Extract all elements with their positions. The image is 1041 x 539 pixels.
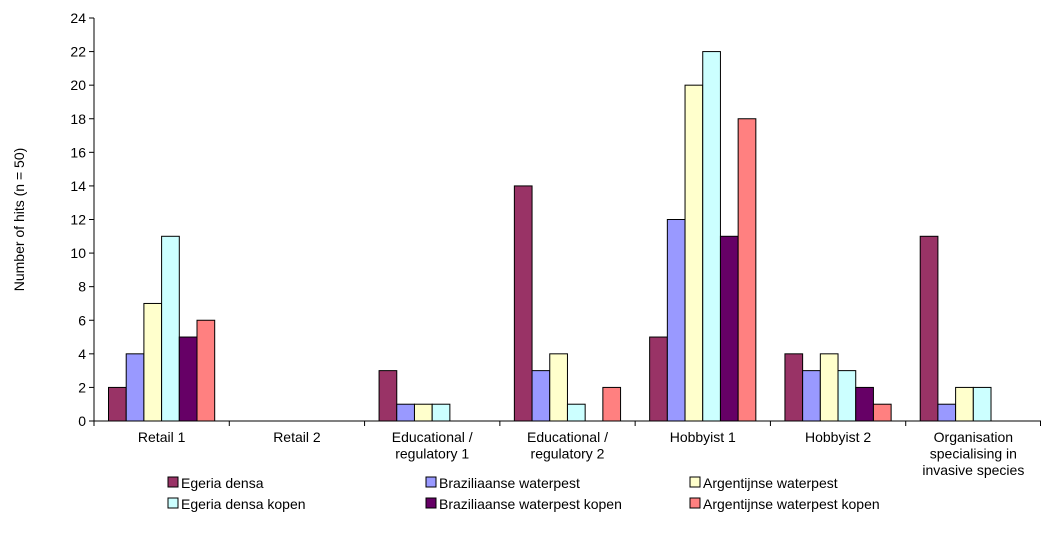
y-axis-label: Number of hits (n = 50)	[11, 148, 27, 292]
legend-label: Braziliaanse waterpest kopen	[439, 496, 622, 512]
bar	[161, 235, 180, 422]
y-tick-label: 0	[78, 413, 86, 429]
bars-layer	[108, 51, 992, 422]
legend-item: Egeria densa	[167, 475, 264, 491]
y-tick-label: 12	[70, 212, 86, 228]
y-tick-label: 4	[78, 346, 86, 362]
bar	[802, 370, 821, 422]
x-tick-label: Hobbyist 1	[670, 429, 736, 445]
bar	[108, 386, 127, 422]
bar	[702, 51, 721, 422]
y-tick-label: 14	[70, 178, 86, 194]
x-tick-label: Educational / regulatory 2	[527, 429, 608, 462]
legend-item: Argentijnse waterpest	[689, 475, 838, 491]
y-axis-title: Number of hits (n = 50)	[11, 148, 27, 292]
legend-item: Argentijnse waterpest kopen	[689, 496, 880, 512]
bar	[378, 370, 398, 422]
bar	[972, 386, 992, 422]
bar	[937, 403, 957, 422]
legend: Egeria densa Braziliaanse waterpest Argent…	[167, 475, 880, 512]
x-tick-labels: Retail 1 Retail 2 Educational / regulatory …	[138, 429, 1024, 478]
legend-swatch	[689, 497, 701, 509]
bar	[737, 118, 757, 422]
bar	[919, 235, 939, 422]
x-tick-label: Educational / regulatory 1	[392, 429, 473, 462]
legend-item: Egeria densa kopen	[167, 496, 306, 512]
bar	[837, 370, 857, 422]
y-tick-label: 8	[78, 279, 86, 295]
bar	[549, 353, 568, 422]
legend-swatch	[167, 497, 179, 509]
bar	[143, 302, 163, 422]
x-tick-label: Retail 1	[138, 429, 186, 445]
x-tick-label: Retail 2	[273, 429, 321, 445]
x-tick-label: Hobbyist 2	[805, 429, 871, 445]
bar	[855, 386, 874, 422]
y-tick-label: 10	[70, 245, 86, 261]
legend-label: Egeria densa	[181, 475, 264, 491]
bar	[602, 386, 622, 422]
y-tick-label: 16	[70, 144, 86, 160]
y-tick-label: 2	[78, 379, 86, 395]
legend-item: Braziliaanse waterpest kopen	[425, 496, 622, 512]
bar	[719, 235, 739, 422]
bar	[396, 403, 415, 422]
bar	[649, 336, 668, 422]
y-tick-label: 6	[78, 312, 86, 328]
y-tick-label: 18	[70, 111, 86, 127]
bar	[413, 403, 433, 422]
y-tick-label: 22	[70, 44, 86, 60]
legend-swatch	[425, 497, 437, 509]
bar	[196, 319, 216, 422]
bar	[784, 353, 804, 422]
legend-label: Argentijnse waterpest	[703, 475, 838, 491]
legend-label: Braziliaanse waterpest	[439, 475, 580, 491]
bar	[955, 386, 974, 422]
bar	[872, 403, 892, 422]
bar	[531, 370, 551, 422]
bar	[666, 219, 686, 422]
legend-item: Braziliaanse waterpest	[425, 475, 580, 491]
x-tick-label: Organisation specialising in invasive spec…	[922, 429, 1024, 478]
legend-swatch	[167, 476, 179, 488]
legend-swatch	[689, 476, 701, 488]
bar	[431, 403, 451, 422]
bar	[684, 84, 704, 422]
bar	[819, 353, 839, 422]
bar	[125, 353, 145, 422]
legend-swatch	[425, 476, 437, 488]
y-tick-label: 20	[70, 77, 86, 93]
bar	[513, 185, 533, 422]
legend-label: Argentijnse waterpest kopen	[703, 496, 880, 512]
bar	[178, 336, 198, 422]
bar	[566, 403, 586, 422]
legend-label: Egeria densa kopen	[181, 496, 306, 512]
y-tick-label: 24	[70, 10, 86, 26]
